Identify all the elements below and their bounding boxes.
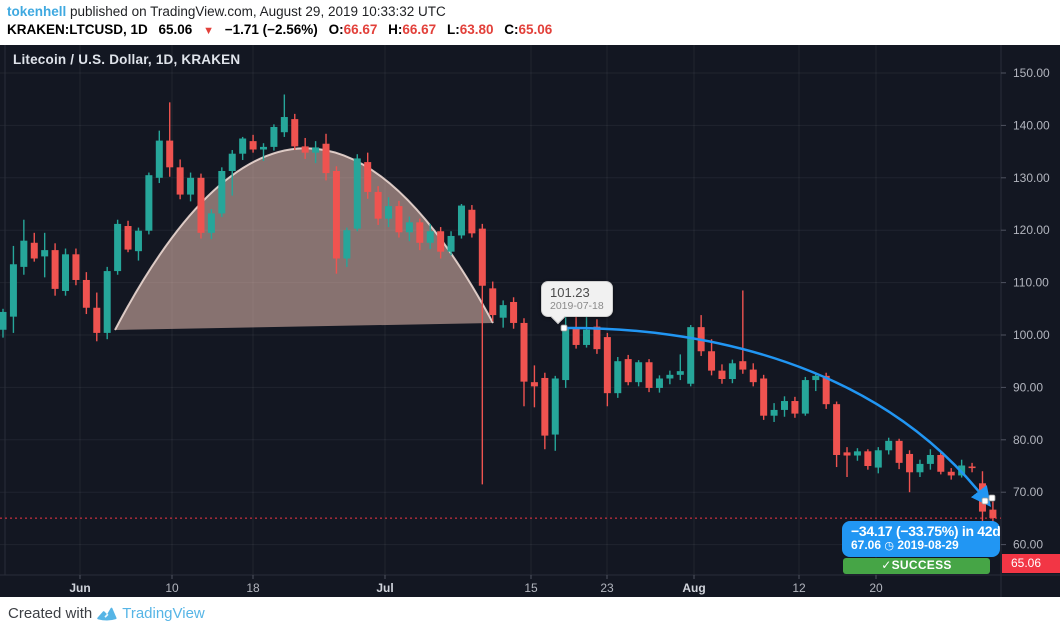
success-label: SUCCESS [891,558,952,572]
svg-text:70.00: 70.00 [1013,485,1043,499]
drawing-tooltip: 101.23 2019-07-18 [541,281,613,325]
price-chart-canvas[interactable]: 150.00 140.00 130.00 120.00 110.00 100.00 90.0… [0,45,1060,597]
open-value: 66.67 [343,22,378,37]
last-price-value: 65.06 [158,22,193,37]
tooltip-price: 101.23 [550,285,590,300]
high-label: H: [388,22,403,37]
publish-byline: tokenhell published on TradingView.com, … [7,4,446,19]
svg-text:15: 15 [524,581,538,595]
open-label: O: [328,22,344,37]
low-label: L: [446,22,460,37]
symbol-label: KRAKEN:LTCUSD, 1D [7,22,148,37]
chart-region[interactable]: 150.00 140.00 130.00 120.00 110.00 100.00 90.0… [0,45,1060,597]
drawing-handle[interactable] [560,324,568,332]
svg-text:110.00: 110.00 [1013,276,1049,290]
close-value: 65.06 [518,22,553,37]
svg-text:100.00: 100.00 [1013,328,1050,342]
svg-text:18: 18 [246,581,260,595]
svg-text:20: 20 [869,581,883,595]
projection-arc-drawing[interactable] [560,324,996,507]
footer: Created with TradingView [0,597,1060,633]
axis-borders [0,45,1060,597]
candlestick-series [0,94,997,525]
down-arrow-icon: ▼ [203,25,214,37]
price-axis[interactable]: 150.00 140.00 130.00 120.00 110.00 100.00 90.0… [1001,66,1050,552]
clock-icon: ◷ [884,540,894,552]
svg-text:Jun: Jun [69,581,90,595]
change-value: −1.71 (−2.56%) [224,22,318,37]
projection-change-text: −34.17 (−33.75%) in 42d [851,523,1000,539]
svg-text:90.00: 90.00 [1013,380,1043,394]
last-price-tag: 65.06 [1002,553,1060,573]
close-label: C: [504,22,519,37]
check-icon: ✓ [881,558,892,572]
time-axis[interactable]: Jun 10 18 Jul 15 23 Aug 12 20 [69,575,883,595]
svg-text:Aug: Aug [682,581,705,595]
published-text: published on TradingView.com, August 29,… [66,4,446,19]
projection-target-text: 67.06 ◷ 2019-08-29 [851,538,992,552]
success-badge[interactable]: ✓SUCCESS [843,558,990,574]
symbol-ohlc-line: KRAKEN:LTCUSD, 1D 65.06 ▼ −1.71 (−2.56%)… [7,22,552,37]
svg-text:12: 12 [792,581,806,595]
svg-text:130.00: 130.00 [1013,171,1050,185]
chart-title: Litecoin / U.S. Dollar, 1D, KRAKEN [13,52,241,67]
projection-date: 2019-08-29 [897,538,959,552]
low-value: 63.80 [459,22,494,37]
tradingview-brand-link[interactable]: TradingView [122,604,205,622]
created-with-text: Created with [8,604,93,622]
publish-header: tokenhell published on TradingView.com, … [0,0,1060,45]
svg-text:80.00: 80.00 [1013,433,1043,447]
drawing-handle[interactable] [981,497,989,505]
author-link[interactable]: tokenhell [7,4,67,19]
svg-text:Jul: Jul [376,581,393,595]
svg-text:120.00: 120.00 [1013,223,1050,237]
tradingview-logo-icon[interactable] [96,604,118,622]
svg-text:140.00: 140.00 [1013,118,1050,132]
svg-text:23: 23 [600,581,614,595]
svg-text:60.00: 60.00 [1013,538,1043,552]
projection-result-label[interactable]: −34.17 (−33.75%) in 42d 67.06 ◷ 2019-08-… [842,521,1000,557]
drawing-handle[interactable] [988,494,996,502]
svg-text:10: 10 [165,581,179,595]
tooltip-date: 2019-07-18 [550,300,604,312]
svg-text:150.00: 150.00 [1013,66,1050,80]
high-value: 66.67 [402,22,437,37]
projection-price: 67.06 [851,538,882,552]
